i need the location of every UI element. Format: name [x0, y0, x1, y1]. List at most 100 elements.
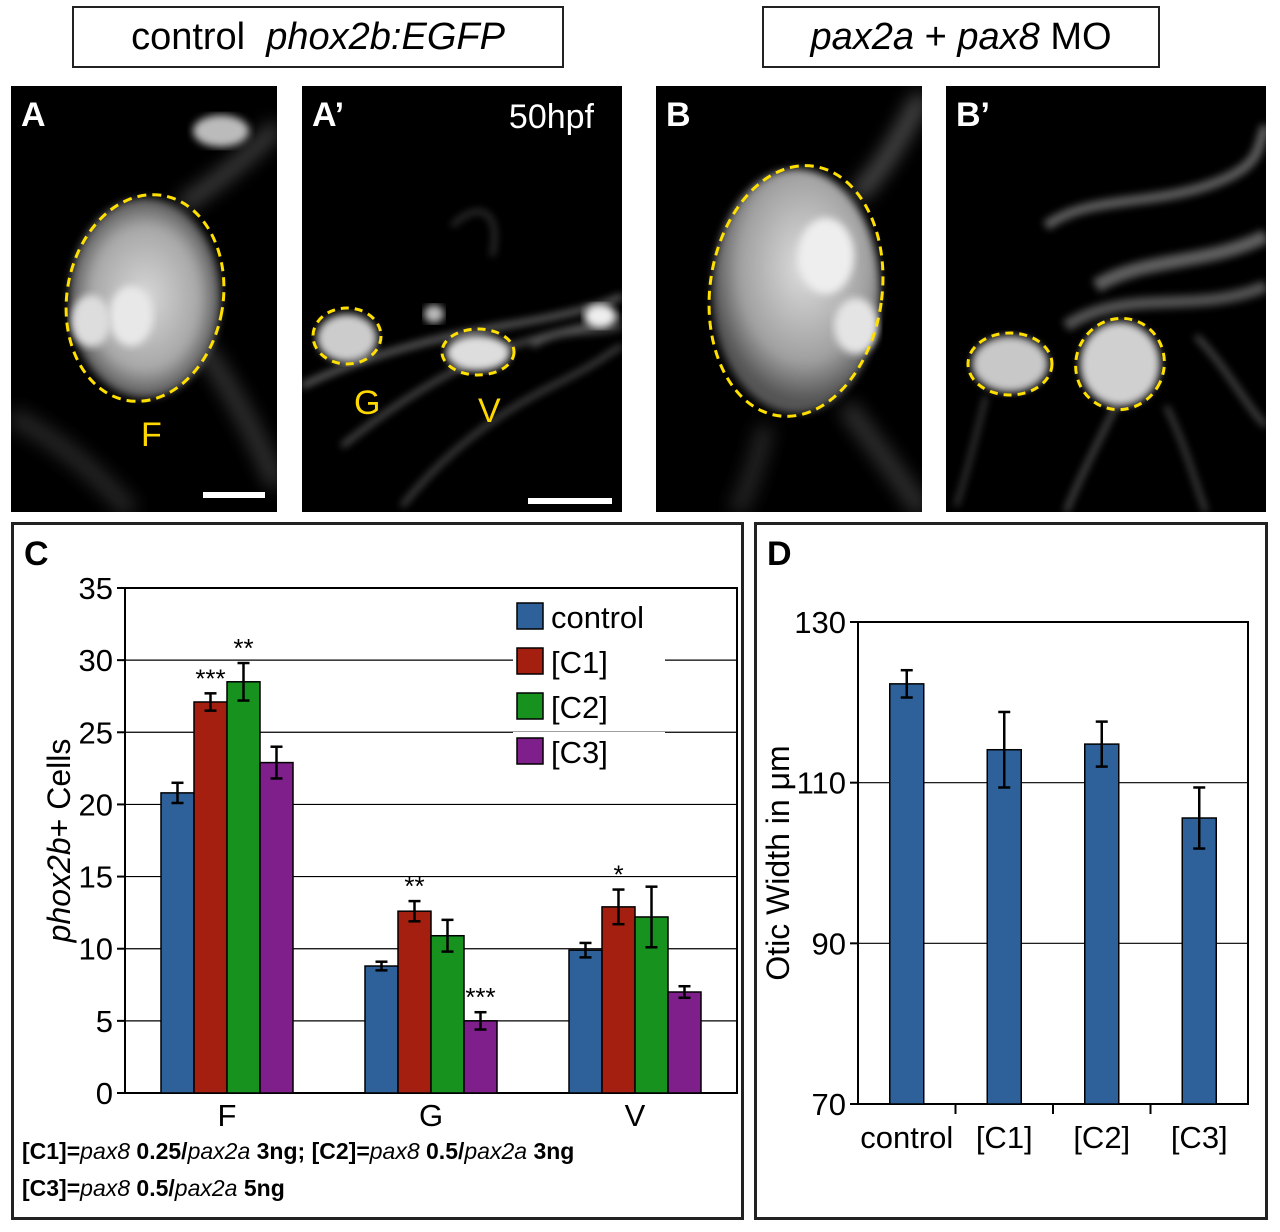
micrograph-a-image: [11, 115, 277, 512]
footnote-segment: [C2]=: [311, 1138, 370, 1164]
treatment-header: pax2a + pax8 MO: [762, 6, 1160, 68]
x-category-label: [C1]: [976, 1120, 1033, 1155]
footnote-segment: 3ng: [527, 1138, 575, 1164]
treatment-header-plus: +: [924, 15, 947, 58]
treatment-header-gene1: pax2a: [810, 15, 915, 58]
chart-c-footnote-line-1: [C1]=pax8 0.25/pax2a 3ng; [C2]=pax8 0.5/…: [22, 1138, 574, 1165]
control-header-plain: control: [131, 15, 246, 58]
significance-marker: ***: [465, 982, 495, 1012]
footnote-segment: 5ng: [237, 1175, 285, 1201]
footnote-segment: 0.5/: [419, 1138, 465, 1164]
chart-c-footnote-line-2: [C3]=pax8 0.5/pax2a 5ng: [22, 1175, 285, 1202]
y-tick-label: 25: [79, 715, 113, 750]
micrograph-panel-a: A F: [11, 86, 277, 512]
timepoint-label: 50hpf: [508, 98, 594, 136]
micrograph-b-image: [707, 92, 922, 512]
bar: [397, 910, 432, 1094]
footnote-segment: [C1]=: [22, 1138, 81, 1164]
treatment-header-gene2: pax8: [957, 15, 1040, 58]
y-tick-label: 130: [794, 605, 846, 640]
x-category-label: V: [625, 1098, 646, 1133]
panel-a-label: A: [21, 96, 46, 134]
x-category-label: G: [419, 1098, 443, 1133]
x-category-label: [C3]: [1171, 1120, 1228, 1155]
bar: [193, 701, 228, 1094]
y-tick-label: 90: [812, 926, 846, 961]
bar: [667, 991, 702, 1094]
chart-c-y-axis-label: phox2b+ Cells: [41, 739, 77, 944]
chart-d-box: D 70 90 110 130 Otic Width in μm control [C1] […: [754, 522, 1268, 1220]
y-tick-label: 0: [96, 1076, 113, 1111]
facial-ganglion-label: F: [141, 416, 162, 454]
treatment-header-suffix: MO: [1050, 15, 1112, 58]
footnote-segment: pax2a: [174, 1175, 238, 1201]
legend-swatch: [516, 692, 544, 720]
footnote-segment: pax8: [80, 1138, 131, 1164]
x-category-label: [C2]: [1073, 1120, 1130, 1155]
glossopharyngeal-ganglion-label: G: [354, 384, 381, 422]
y-tick-label: 110: [797, 766, 846, 801]
y-tick-label: 20: [79, 787, 113, 822]
control-header: control phox2b:EGFP: [72, 6, 564, 68]
panel-a-prime-label: A’: [312, 96, 345, 134]
control-header-transgene: phox2b:EGFP: [266, 15, 505, 58]
bar: [568, 949, 603, 1094]
footnote-segment: 0.25/: [130, 1138, 188, 1164]
legend-label: control: [551, 600, 644, 635]
y-axis-label-text: + Cells: [41, 739, 77, 838]
micrograph-a-prime-image: [302, 209, 622, 508]
micrograph-panel-b-prime: B’: [946, 86, 1266, 512]
y-tick-label: 30: [79, 643, 113, 678]
y-axis-label-gene: phox2b: [41, 837, 77, 943]
bar: [463, 1020, 498, 1094]
bar: [1084, 743, 1120, 1105]
y-tick-label: 70: [812, 1087, 846, 1122]
bar: [160, 792, 195, 1094]
significance-marker: *: [613, 860, 623, 890]
bar: [226, 681, 261, 1094]
significance-marker: ***: [195, 663, 225, 693]
vagal-ganglion-label: V: [478, 392, 501, 430]
footnote-segment: pax2a: [187, 1138, 251, 1164]
bar: [986, 748, 1022, 1105]
footnote-segment: pax8: [80, 1175, 131, 1201]
footnote-segment: [C3]=: [22, 1175, 81, 1201]
legend-swatch: [516, 602, 544, 630]
chart-c-panel-label: C: [24, 535, 49, 573]
y-tick-label: 35: [79, 571, 113, 606]
chart-d-y-axis-label: Otic Width in μm: [760, 745, 796, 980]
micrograph-b-prime-image: [954, 123, 1266, 512]
x-category-label: F: [218, 1098, 237, 1133]
footnote-segment: pax8: [369, 1138, 420, 1164]
y-tick-label: 15: [79, 860, 113, 895]
y-tick-label: 5: [96, 1004, 113, 1039]
footnote-segment: pax2a: [464, 1138, 528, 1164]
significance-marker: **: [404, 871, 424, 901]
scale-bar-a: [203, 492, 265, 498]
legend-swatch: [516, 647, 544, 675]
micrograph-panel-b: B: [656, 86, 922, 512]
y-tick-label: 10: [79, 932, 113, 967]
significance-marker: **: [233, 633, 253, 663]
bar: [601, 906, 636, 1094]
legend-label: [C2]: [551, 690, 608, 725]
micrograph-panel-a-prime: A’ 50hpf G V: [302, 86, 622, 512]
chart-d-panel-label: D: [767, 535, 792, 573]
bar: [889, 683, 925, 1105]
bar: [259, 761, 294, 1094]
panel-b-prime-label: B’: [956, 96, 990, 134]
chart-d: 70 90 110 130 Otic Width in μm control [C1] [C2…: [760, 605, 1249, 1155]
bar: [364, 965, 399, 1094]
bar: [1181, 817, 1217, 1105]
footnote-segment: 3ng;: [250, 1138, 312, 1164]
legend-swatch: [516, 737, 544, 765]
chart-c-box: C 0 5 10 15 20 25 30 35 phox2b+ Cells *** ** F ** ***…: [11, 522, 744, 1220]
panel-b-label: B: [666, 96, 691, 134]
footnote-segment: 0.5/: [130, 1175, 175, 1201]
legend-label: [C3]: [551, 735, 608, 770]
scale-bar-a-prime: [528, 498, 612, 504]
legend-label: [C1]: [551, 645, 608, 680]
x-category-label: control: [860, 1120, 953, 1155]
bar: [430, 934, 465, 1094]
